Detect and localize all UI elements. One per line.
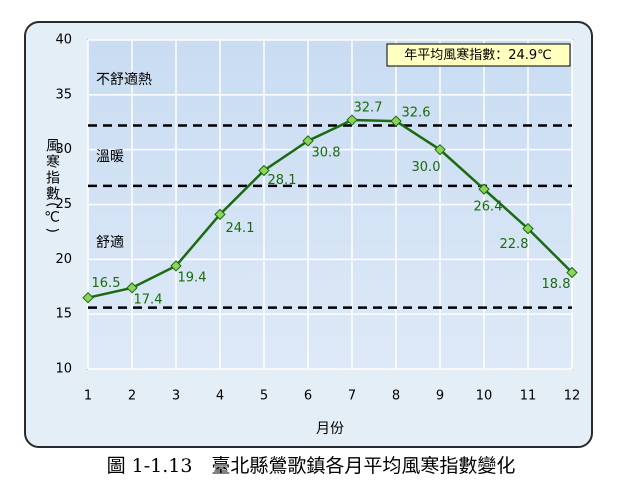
- data-label: 17.4: [134, 292, 163, 307]
- data-label: 32.7: [354, 101, 383, 116]
- x-tick-label: 3: [172, 389, 180, 404]
- x-tick-label: 12: [564, 389, 581, 404]
- zone-label: 溫暖: [96, 149, 124, 165]
- point: [82, 292, 94, 304]
- data-label: 32.6: [402, 106, 431, 121]
- point: [390, 115, 402, 127]
- data-label: 19.4: [178, 270, 207, 285]
- x-tick-label: 5: [260, 389, 268, 404]
- x-tick-label: 10: [476, 389, 493, 404]
- data-label: 30.0: [412, 160, 441, 175]
- point: [434, 143, 446, 156]
- point: [302, 135, 314, 147]
- y-tick-label: 20: [55, 252, 72, 267]
- y-tick-label: 35: [55, 87, 72, 102]
- x-tick-label: 11: [520, 389, 537, 404]
- x-tick-label: 7: [348, 389, 356, 404]
- y-tick-label: 40: [55, 33, 72, 48]
- y-tick-label: 25: [55, 197, 72, 212]
- annotation: 年平均風寒指數：24.9℃: [404, 47, 552, 63]
- x-tick-label: 1: [84, 389, 92, 404]
- data-label: 16.5: [92, 276, 121, 291]
- x-tick-label: 9: [436, 389, 444, 404]
- zone-label: 舒適: [96, 234, 124, 251]
- point: [566, 266, 578, 279]
- point: [258, 164, 270, 177]
- point: [126, 282, 138, 294]
- point: [346, 114, 358, 126]
- data-label: 18.8: [542, 277, 571, 292]
- point: [170, 260, 182, 272]
- x-tick-label: 4: [216, 389, 224, 404]
- series-line: [87, 118, 573, 299]
- data-label: 24.1: [226, 221, 255, 236]
- point: [522, 222, 534, 235]
- data-label: 22.8: [500, 237, 529, 252]
- data-label: 28.1: [268, 173, 297, 188]
- zone-label: 不舒適熱: [96, 71, 152, 88]
- data-label: 26.4: [474, 200, 503, 215]
- point: [214, 208, 226, 221]
- y-tick-label: 30: [55, 142, 72, 157]
- annotation-box: [386, 43, 571, 67]
- data-label: 30.8: [312, 145, 341, 160]
- x-tick-label: 8: [392, 389, 400, 404]
- y-axis-label: 風寒指數(℃): [44, 138, 60, 235]
- y-tick-label: 15: [55, 307, 72, 322]
- point: [478, 183, 490, 195]
- x-tick-label: 6: [304, 389, 312, 404]
- x-axis-label: 月份: [316, 421, 344, 437]
- y-tick-label: 10: [55, 362, 72, 377]
- caption: 圖 1-1.13 臺北縣鶯歌鎮各月平均風寒指數變化: [107, 455, 516, 477]
- x-tick-label: 2: [128, 389, 136, 404]
